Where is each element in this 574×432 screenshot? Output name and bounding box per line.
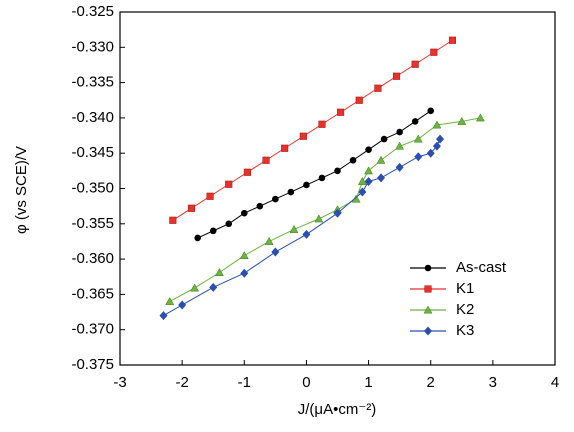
point bbox=[178, 300, 187, 310]
legend-marker bbox=[424, 285, 432, 293]
point bbox=[364, 166, 373, 175]
legend-label: K1 bbox=[456, 280, 474, 297]
point bbox=[395, 141, 405, 150]
point bbox=[209, 227, 217, 235]
point bbox=[240, 268, 249, 278]
series-line bbox=[172, 39, 453, 221]
point bbox=[457, 116, 467, 125]
y-tick-label: -0.370 bbox=[71, 321, 114, 338]
point bbox=[430, 48, 438, 56]
y-tick-label: -0.365 bbox=[71, 285, 114, 302]
point bbox=[302, 229, 311, 239]
point bbox=[396, 128, 403, 136]
point bbox=[281, 144, 289, 152]
x-tick-label: 3 bbox=[489, 374, 497, 391]
point bbox=[187, 204, 196, 212]
legend-label: K2 bbox=[456, 301, 474, 318]
point bbox=[411, 118, 419, 125]
x-axis-label: J/(μA•cm⁻²) bbox=[298, 401, 376, 418]
point bbox=[414, 152, 423, 162]
point bbox=[333, 208, 342, 218]
point bbox=[355, 96, 363, 104]
x-tick-label: -3 bbox=[113, 374, 126, 391]
point bbox=[476, 113, 485, 122]
point bbox=[165, 296, 175, 305]
x-tick-label: 2 bbox=[427, 374, 435, 391]
x-tick-label: 1 bbox=[364, 374, 372, 391]
point bbox=[239, 251, 249, 260]
point bbox=[225, 220, 233, 228]
y-tick-label: -0.345 bbox=[71, 144, 114, 161]
point bbox=[337, 108, 345, 116]
x-tick-label: 4 bbox=[551, 374, 559, 391]
point bbox=[318, 120, 326, 128]
series-line bbox=[197, 110, 431, 239]
point bbox=[169, 216, 177, 224]
y-tick-label: -0.355 bbox=[71, 215, 114, 232]
point bbox=[448, 36, 457, 44]
point bbox=[334, 167, 341, 175]
point bbox=[413, 134, 423, 143]
point bbox=[159, 311, 168, 321]
point bbox=[349, 156, 357, 164]
point bbox=[206, 192, 214, 200]
point bbox=[314, 214, 324, 223]
point bbox=[225, 180, 233, 188]
point bbox=[209, 282, 218, 292]
x-tick-label: -1 bbox=[238, 374, 251, 391]
point bbox=[190, 283, 199, 292]
y-axis-label: φ (vs SCE)/V bbox=[13, 146, 30, 234]
point bbox=[380, 135, 388, 143]
point bbox=[432, 120, 442, 129]
point bbox=[365, 146, 372, 153]
point bbox=[272, 195, 279, 203]
point bbox=[374, 84, 382, 92]
point bbox=[432, 141, 441, 151]
point bbox=[426, 148, 435, 158]
point bbox=[427, 107, 435, 115]
point bbox=[240, 209, 248, 217]
legend-marker bbox=[423, 305, 433, 314]
point bbox=[392, 72, 401, 80]
legend-marker bbox=[424, 326, 432, 336]
y-tick-label: -0.375 bbox=[71, 356, 114, 373]
point bbox=[358, 187, 367, 197]
plot-frame bbox=[119, 11, 556, 366]
point bbox=[411, 60, 419, 68]
point bbox=[303, 181, 310, 189]
y-tick-label: -0.350 bbox=[71, 179, 114, 196]
x-tick-label: -2 bbox=[175, 374, 188, 391]
point bbox=[318, 174, 326, 182]
y-tick-label: -0.360 bbox=[71, 250, 114, 267]
point bbox=[351, 194, 361, 203]
point bbox=[256, 202, 264, 210]
point bbox=[395, 162, 404, 172]
point bbox=[215, 267, 224, 276]
x-tick-label: 0 bbox=[302, 374, 310, 391]
point bbox=[271, 247, 280, 257]
point bbox=[376, 155, 386, 164]
point bbox=[262, 156, 270, 164]
point bbox=[299, 132, 307, 140]
point bbox=[287, 188, 295, 196]
legend-label: As-cast bbox=[456, 259, 507, 276]
legend-label: K3 bbox=[456, 322, 474, 339]
point bbox=[357, 176, 367, 185]
legend-marker bbox=[424, 264, 432, 272]
point bbox=[377, 173, 385, 183]
point bbox=[364, 176, 373, 186]
point bbox=[264, 236, 274, 245]
y-tick-label: -0.325 bbox=[71, 3, 114, 20]
y-tick-label: -0.340 bbox=[71, 109, 114, 126]
point bbox=[194, 234, 201, 242]
y-tick-label: -0.330 bbox=[71, 38, 114, 55]
point bbox=[289, 224, 299, 233]
point bbox=[436, 134, 445, 144]
point bbox=[243, 168, 251, 176]
y-tick-label: -0.335 bbox=[71, 74, 114, 91]
